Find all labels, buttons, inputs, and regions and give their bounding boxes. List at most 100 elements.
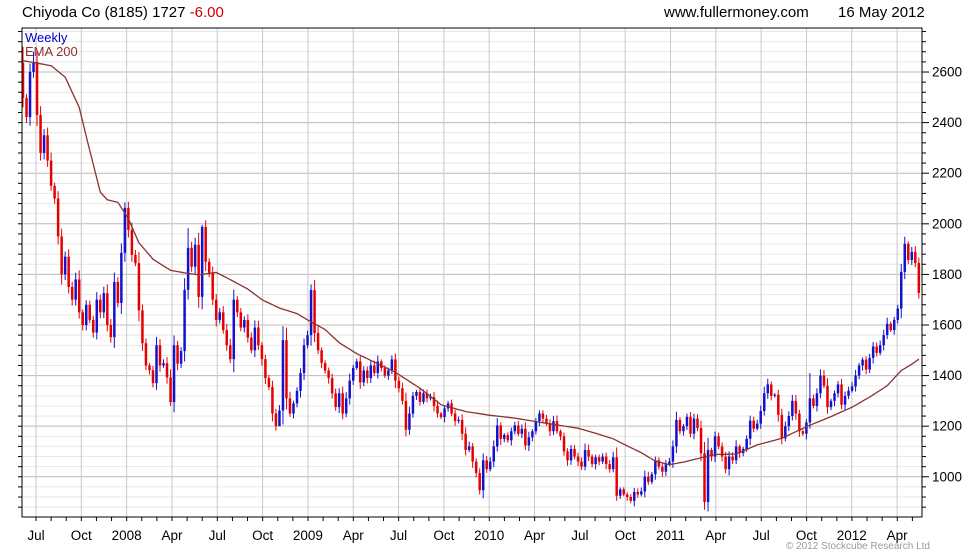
- up-candle: [295, 390, 299, 404]
- down-candle: [436, 405, 439, 414]
- down-candle: [801, 431, 805, 434]
- legend-ema-200: EMA 200: [25, 44, 78, 59]
- down-candle: [478, 472, 481, 491]
- down-candle: [647, 476, 650, 482]
- up-candle: [640, 491, 643, 495]
- down-candle: [636, 491, 640, 495]
- up-candle: [787, 416, 791, 427]
- down-candle: [696, 418, 699, 428]
- down-candle: [148, 365, 151, 371]
- down-candle: [141, 310, 144, 344]
- up-candle: [492, 446, 495, 462]
- up-candle: [675, 419, 678, 447]
- down-candle: [49, 160, 53, 186]
- down-candle: [130, 229, 134, 255]
- up-candle: [337, 393, 341, 407]
- up-candle: [538, 413, 541, 422]
- down-candle: [689, 416, 692, 434]
- up-candle: [510, 431, 513, 441]
- down-candle: [738, 446, 741, 453]
- down-candle: [576, 456, 580, 462]
- down-candle: [46, 135, 49, 161]
- up-candle: [706, 449, 710, 503]
- down-candle: [358, 361, 362, 383]
- down-candle: [236, 299, 239, 313]
- up-candle: [685, 416, 689, 427]
- up-candle: [74, 279, 77, 300]
- down-candle: [106, 293, 109, 325]
- down-candle: [794, 400, 798, 414]
- down-candle: [580, 461, 583, 467]
- up-candle: [759, 411, 762, 424]
- plot-border: [21, 27, 923, 518]
- up-candle: [766, 384, 770, 394]
- down-candle: [587, 449, 590, 457]
- down-candle: [401, 388, 404, 401]
- up-candle: [162, 363, 165, 366]
- up-candle: [102, 293, 106, 313]
- x-axis-label: Apr: [705, 528, 727, 543]
- up-candle: [682, 426, 685, 432]
- down-candle: [625, 494, 629, 498]
- down-candle: [137, 263, 141, 311]
- down-candle: [471, 446, 474, 462]
- up-candle: [292, 403, 295, 414]
- x-axis-label: Apr: [524, 528, 546, 543]
- down-candle: [92, 319, 95, 333]
- down-candle: [313, 290, 316, 334]
- website-link[interactable]: www.fullermoney.com: [664, 4, 809, 21]
- down-candle: [517, 425, 520, 434]
- up-candle: [488, 461, 492, 470]
- instrument-title: Chiyoda Co (8185) 1727: [22, 4, 186, 21]
- up-candle: [520, 428, 524, 434]
- x-axis-label: Jul: [390, 528, 407, 543]
- x-axis-label: Oct: [71, 528, 92, 543]
- up-candle: [643, 476, 647, 492]
- up-candle: [748, 420, 752, 439]
- down-candle: [60, 236, 63, 275]
- up-candle: [123, 207, 127, 253]
- down-candle: [250, 337, 253, 351]
- down-candle: [703, 453, 706, 503]
- down-candle: [622, 489, 625, 495]
- x-axis-label: 2010: [474, 528, 504, 543]
- up-candle: [172, 345, 176, 403]
- up-candle: [854, 375, 857, 387]
- down-candle: [661, 466, 664, 472]
- down-candle: [840, 384, 843, 405]
- up-candle: [481, 460, 485, 491]
- y-axis-label: 1400: [932, 368, 962, 383]
- down-candle: [657, 460, 661, 467]
- up-candle: [302, 345, 306, 374]
- up-candle: [299, 373, 302, 391]
- down-candle: [257, 327, 260, 346]
- down-candle: [450, 403, 453, 414]
- down-candle: [214, 299, 218, 320]
- x-axis-label: Jul: [209, 528, 226, 543]
- x-axis-label: 2011: [656, 528, 685, 543]
- down-candle: [608, 464, 611, 470]
- down-candle: [323, 362, 327, 371]
- down-candle: [271, 386, 274, 414]
- up-candle: [871, 346, 875, 358]
- up-candle: [281, 340, 285, 411]
- up-candle: [503, 435, 506, 439]
- up-candle: [713, 436, 717, 457]
- down-candle: [274, 413, 278, 427]
- y-axis-label: 1200: [932, 419, 962, 434]
- up-candle: [348, 380, 351, 399]
- up-candle: [200, 226, 204, 297]
- up-candle: [120, 252, 123, 303]
- down-candle: [99, 299, 102, 313]
- up-candle: [843, 395, 847, 405]
- down-candle: [914, 251, 917, 264]
- up-candle: [179, 351, 183, 364]
- y-axis-label: 2200: [932, 166, 962, 181]
- x-axis-label: 2012: [837, 528, 867, 543]
- x-axis-label: Jul: [27, 528, 44, 543]
- down-candle: [225, 330, 229, 346]
- down-candle: [56, 198, 60, 237]
- up-candle: [496, 425, 499, 447]
- price-change: -6.00: [189, 4, 224, 21]
